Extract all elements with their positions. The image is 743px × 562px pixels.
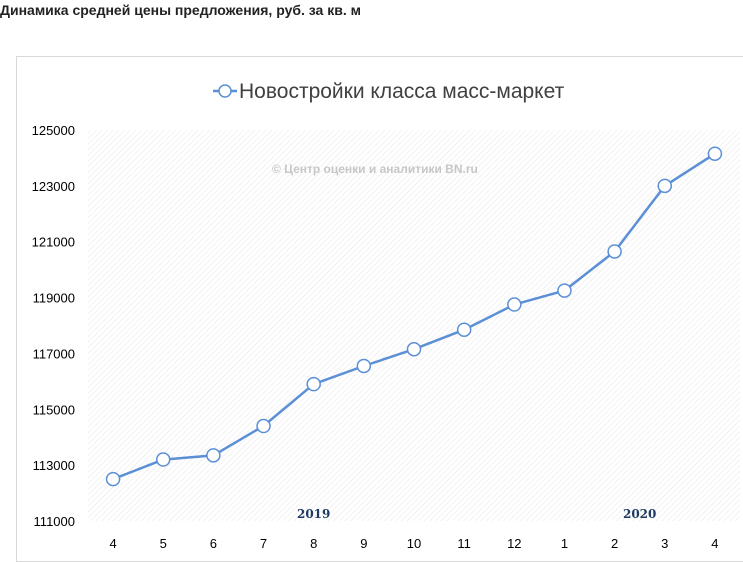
y-tick-label: 111000	[34, 514, 75, 529]
x-tick-label: 4	[109, 536, 116, 551]
y-tick-label: 121000	[32, 235, 75, 250]
x-tick-label: 2	[611, 536, 618, 551]
data-point	[507, 297, 522, 312]
data-point	[657, 178, 673, 194]
y-tick-label: 117000	[33, 346, 75, 361]
x-tick-label: 5	[160, 536, 167, 551]
y-axis-ticks: 111000 113000 115000 117000 119000 121000 1230…	[32, 123, 75, 529]
data-point	[105, 471, 121, 487]
year-label: 2020	[623, 507, 656, 521]
y-tick-label: 125000	[32, 123, 75, 138]
x-tick-label: 4	[711, 536, 718, 551]
plot-area	[88, 130, 740, 521]
x-axis-ticks: 4 5 6 7 8 9 10 11 12 1 2 3 4	[109, 536, 718, 551]
y-tick-label: 119000	[33, 291, 75, 306]
data-point	[707, 146, 723, 161]
year-labels: 2019 2020	[297, 507, 656, 521]
x-tick-label: 9	[360, 536, 367, 551]
x-tick-label: 1	[561, 536, 568, 551]
data-point	[607, 244, 622, 259]
series-group	[105, 146, 723, 487]
legend-circle-marker	[218, 84, 232, 98]
data-point	[155, 452, 171, 467]
y-tick-label: 123000	[32, 179, 75, 194]
x-tick-label: 3	[661, 536, 668, 551]
data-point	[306, 376, 321, 392]
data-point	[456, 322, 472, 337]
page-heading: Динамика средней цены предложения, руб. …	[0, 2, 361, 18]
data-point	[406, 341, 422, 357]
y-tick-label: 113000	[33, 458, 75, 473]
legend: Новостройки класса масс-маркет	[213, 80, 565, 103]
legend-entry: Новостройки класса масс-маркет	[239, 80, 565, 103]
x-tick-label: 12	[507, 536, 521, 551]
x-tick-label: 7	[260, 536, 267, 551]
x-tick-label: 8	[310, 536, 317, 551]
x-tick-label: 10	[407, 536, 421, 551]
x-tick-label: 11	[457, 536, 471, 551]
watermark: © Центр оценки и аналитики BN.ru	[272, 162, 478, 176]
data-point	[356, 358, 372, 374]
data-point	[256, 418, 271, 434]
x-tick-label: 6	[210, 536, 217, 551]
year-label: 2019	[297, 507, 330, 521]
data-point	[557, 283, 572, 298]
y-tick-label: 115000	[33, 402, 75, 417]
data-point	[206, 448, 221, 463]
